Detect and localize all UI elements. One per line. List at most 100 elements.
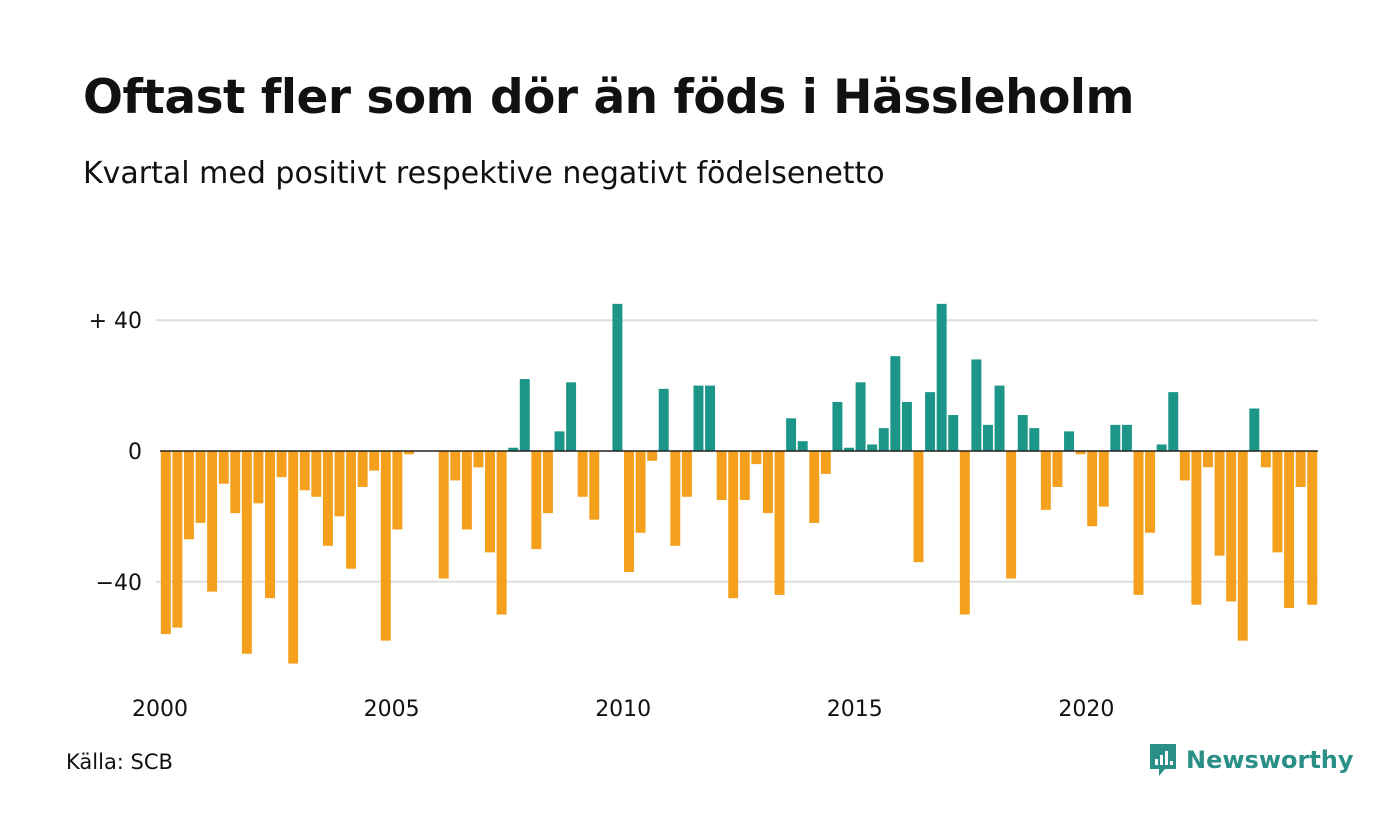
bar-negative bbox=[739, 451, 750, 501]
bar-negative bbox=[450, 451, 461, 481]
logo-text: Newsworthy bbox=[1186, 746, 1354, 774]
bar-negative bbox=[1133, 451, 1144, 595]
chart-title: Oftast fler som dör än föds i Hässleholm bbox=[83, 70, 1135, 125]
bar-positive bbox=[844, 447, 854, 451]
bar-negative bbox=[589, 451, 600, 520]
bar-positive bbox=[658, 388, 669, 451]
bar-negative bbox=[624, 451, 634, 572]
bar-negative bbox=[1087, 451, 1098, 527]
bar-negative bbox=[369, 451, 380, 471]
bar-negative bbox=[160, 451, 171, 635]
bar-positive bbox=[982, 424, 993, 451]
bar-positive bbox=[705, 385, 716, 451]
bar-negative bbox=[809, 451, 820, 523]
chart-subtitle: Kvartal med positivt respektive negativt… bbox=[83, 156, 885, 191]
bar-negative bbox=[913, 451, 924, 563]
bar-negative bbox=[1006, 451, 1017, 579]
x-tick-label: 2010 bbox=[595, 697, 651, 722]
bar-positive bbox=[1029, 428, 1040, 451]
bar-positive bbox=[519, 379, 530, 451]
bar-negative bbox=[1284, 451, 1295, 608]
axes: + 40 0 −40 2000 2005 2010 2015 2020 bbox=[89, 309, 1318, 722]
bar-positive bbox=[855, 382, 866, 451]
bar-positive bbox=[1121, 424, 1132, 451]
bar-positive bbox=[971, 359, 982, 451]
bar-negative bbox=[1052, 451, 1063, 487]
bar-negative bbox=[1203, 451, 1213, 468]
bar-negative bbox=[1307, 451, 1318, 605]
bar-negative bbox=[1040, 451, 1051, 510]
bar-negative bbox=[959, 451, 970, 615]
bar-positive bbox=[1064, 431, 1075, 451]
bar-negative bbox=[207, 451, 218, 592]
bar-negative bbox=[751, 451, 762, 465]
bar-negative bbox=[774, 451, 785, 595]
bar-negative bbox=[380, 451, 391, 641]
newsworthy-logo: Newsworthy bbox=[1148, 742, 1354, 778]
bar-negative bbox=[311, 451, 322, 497]
bar-positive bbox=[1168, 392, 1179, 451]
bar-negative bbox=[647, 451, 658, 461]
bar-negative bbox=[485, 451, 496, 553]
bar-positive bbox=[554, 431, 565, 451]
bar-negative bbox=[820, 451, 831, 474]
y-tick-label: 0 bbox=[128, 440, 142, 465]
bar-negative bbox=[334, 451, 345, 517]
bar-positive bbox=[878, 428, 889, 451]
bar-positive bbox=[797, 441, 808, 451]
bar-positive bbox=[901, 401, 912, 451]
bar-negative bbox=[1260, 451, 1271, 468]
bar-negative bbox=[1226, 451, 1237, 602]
bar-negative bbox=[230, 451, 241, 514]
bar-positive bbox=[786, 418, 797, 451]
bar-negative bbox=[461, 451, 472, 530]
bar-negative bbox=[299, 451, 310, 491]
bar-negative bbox=[392, 451, 403, 530]
x-tick-label: 2005 bbox=[364, 697, 420, 722]
bar-negative bbox=[762, 451, 773, 514]
bar-negative bbox=[276, 451, 287, 478]
newsworthy-logo-icon bbox=[1150, 744, 1176, 776]
bar-negative bbox=[1098, 451, 1109, 507]
bar-negative bbox=[728, 451, 739, 599]
y-tick-label: −40 bbox=[96, 571, 142, 596]
bar-negative bbox=[473, 451, 484, 468]
bar-positive bbox=[1017, 415, 1028, 451]
bar-negative bbox=[1295, 451, 1306, 487]
bar-negative bbox=[1214, 451, 1225, 556]
bar-positive bbox=[925, 392, 936, 451]
bar-positive bbox=[1156, 444, 1167, 451]
bar-negative bbox=[681, 451, 692, 497]
bar-negative bbox=[253, 451, 264, 504]
bar-negative bbox=[1075, 451, 1086, 455]
bar-positive bbox=[867, 444, 878, 451]
bar-positive bbox=[948, 415, 959, 451]
bar-positive bbox=[936, 303, 947, 451]
bar-positive bbox=[1110, 424, 1121, 451]
bar-positive bbox=[693, 385, 704, 451]
bar-negative bbox=[357, 451, 368, 487]
bar-positive bbox=[566, 382, 577, 451]
bar-negative bbox=[195, 451, 206, 523]
bar-negative bbox=[542, 451, 553, 514]
bar-negative bbox=[670, 451, 681, 546]
bar-negative bbox=[1272, 451, 1283, 553]
bar-negative bbox=[241, 451, 252, 654]
bar-positive bbox=[890, 356, 901, 451]
bar-negative bbox=[172, 451, 183, 628]
bar-negative bbox=[183, 451, 194, 540]
y-tick-label: + 40 bbox=[89, 309, 142, 334]
bar-negative bbox=[1191, 451, 1202, 605]
bar-negative bbox=[716, 451, 727, 501]
bar-negative bbox=[403, 451, 414, 455]
bar-negative bbox=[531, 451, 542, 550]
bar-positive bbox=[832, 401, 843, 451]
bar-negative bbox=[322, 451, 333, 546]
bar-negative bbox=[218, 451, 229, 484]
bar-negative bbox=[1145, 451, 1156, 533]
bar-positive bbox=[994, 385, 1005, 451]
bar-negative bbox=[496, 451, 507, 615]
bar-negative bbox=[346, 451, 357, 569]
bar-negative bbox=[1237, 451, 1248, 641]
